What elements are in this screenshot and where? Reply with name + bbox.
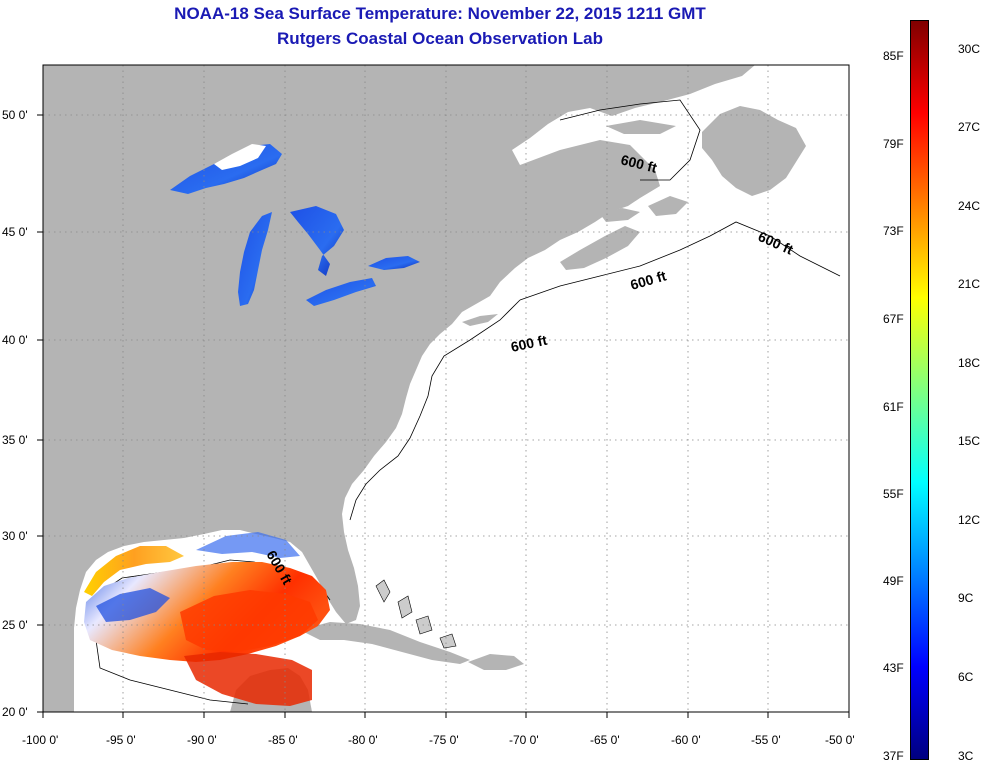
gulf-warm-core [180,590,318,652]
map-subtitle: Rutgers Coastal Ocean Observation Lab [277,29,603,48]
hispaniola-land [468,654,524,670]
lat-label-25: 25 0' [2,618,28,632]
colorbar-c-label: 18C [958,356,981,370]
colorbar-c-label: 12C [958,513,981,527]
colorbar-c-label: 27C [958,120,981,134]
colorbar-f-label: 55F [883,487,904,501]
colorbar-f-label: 67F [883,312,904,326]
lat-label-40: 40 0' [2,333,28,347]
anticosti-land [606,120,676,134]
graticule [43,65,849,712]
lon-label-85: -85 0' [268,733,298,747]
north-america-land [43,65,755,712]
lon-label-70: -70 0' [509,733,539,747]
lake-huron [290,206,344,276]
colorbar-c-label: 9C [958,591,974,605]
gulf-cold-shelf [96,588,170,622]
cape-breton-land [648,196,688,216]
lat-label-35: 35 0' [2,433,28,447]
temperature-colorbar [910,20,929,760]
colorbar-c-label: 30C [958,42,981,56]
lake-ontario [368,256,420,270]
lon-label-55: -55 0' [751,733,781,747]
lon-label-95: -95 0' [106,733,136,747]
lake-michigan [238,212,272,306]
depth-contour-atlantic [349,221,841,521]
lat-label-30: 30 0' [2,529,28,543]
lat-label-45: 45 0' [2,225,28,239]
texas-lagoon-sst [84,546,184,596]
lake-superior-ice [214,144,266,170]
lon-label-80: -80 0' [348,733,378,747]
colorbar-f-label: 49F [883,574,904,588]
lon-label-65: -65 0' [590,733,620,747]
colorbar-f-label: 85F [883,49,904,63]
lat-label-50: 50 0' [2,108,28,122]
gulf-north-shelf [196,532,300,558]
colorbar-c-label: 15C [958,434,981,448]
axis-ticks [37,114,850,718]
depth-label-mid-atlantic: 600 ft [509,332,548,355]
newfoundland-land [702,106,806,196]
colorbar-f-label: 37F [883,749,904,763]
colorbar-f-label: 73F [883,224,904,238]
map-title: NOAA-18 Sea Surface Temperature: Novembe… [174,4,706,23]
gulf-south-sst [184,652,312,706]
colorbar-f-label: 61F [883,400,904,414]
lon-label-50: -50 0' [825,733,855,747]
nova-scotia-land [560,226,640,270]
pei-land [600,208,640,222]
lon-label-60: -60 0' [671,733,701,747]
lon-label-90: -90 0' [187,733,217,747]
long-island-land [462,314,498,326]
colorbar-c-label: 6C [958,670,974,684]
lake-erie [306,278,376,306]
bahamas-land [375,579,457,649]
colorbar-c-label: 3C [958,749,974,763]
lon-label-100: -100 0' [22,733,59,747]
lat-label-20: 20 0' [2,705,28,719]
colorbar-c-label: 24C [958,199,981,213]
lon-label-75: -75 0' [429,733,459,747]
colorbar-c-label: 21C [958,277,981,291]
cuba-land [300,622,470,664]
colorbar-f-label: 43F [883,661,904,675]
colorbar-f-label: 79F [883,137,904,151]
